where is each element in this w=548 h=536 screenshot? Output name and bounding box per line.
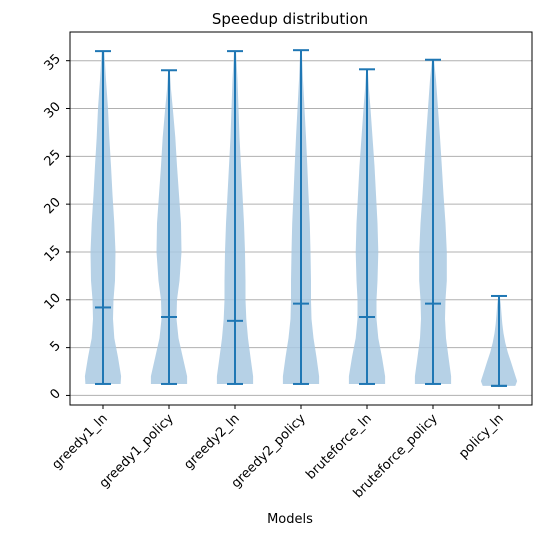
x-axis-label: Models xyxy=(267,512,313,527)
y-tick-label: 25 xyxy=(42,147,64,169)
y-tick-label: 15 xyxy=(42,243,64,265)
y-tick-label: 0 xyxy=(47,386,63,402)
x-tick-label: greedy2_ln xyxy=(181,411,242,472)
x-tick-label: bruteforce_ln xyxy=(303,411,374,482)
y-tick-label: 35 xyxy=(42,51,64,73)
violin-layer xyxy=(84,49,518,387)
x-tick-label: greedy1_ln xyxy=(49,411,110,472)
y-tick-label: 20 xyxy=(42,195,64,217)
chart-title: Speedup distribution xyxy=(212,10,368,28)
x-tick-label: policy_ln xyxy=(456,411,507,462)
y-tick-label: 30 xyxy=(42,99,64,121)
y-tick-label: 10 xyxy=(42,291,64,313)
y-tick-label: 5 xyxy=(47,338,63,354)
